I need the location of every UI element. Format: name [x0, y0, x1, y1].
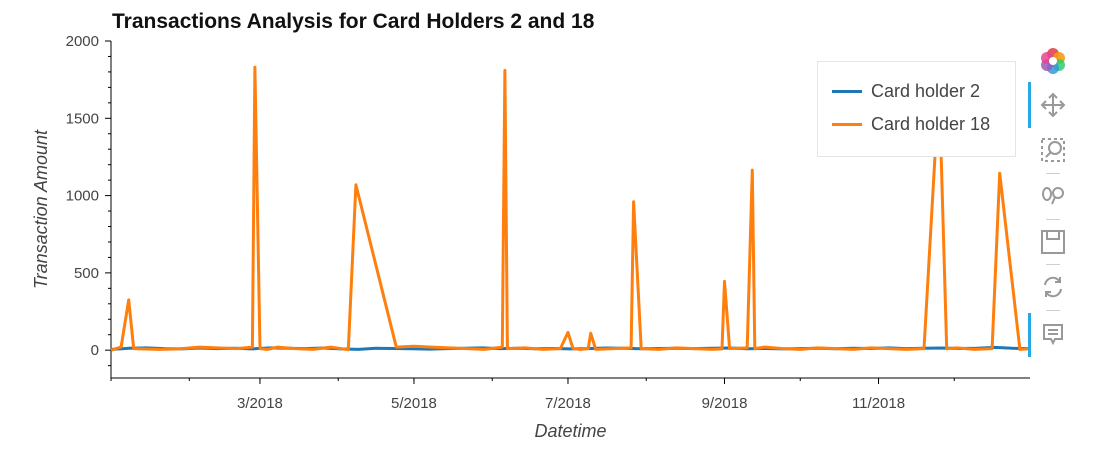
active-tool-indicator — [1028, 82, 1031, 128]
legend-item-card-holder-2[interactable]: Card holder 2 — [832, 80, 980, 102]
save-tool-icon[interactable] — [1038, 227, 1068, 257]
legend[interactable]: Card holder 2 Card holder 18 — [817, 61, 1016, 157]
active-tool-indicator — [1028, 313, 1031, 357]
legend-label: Card holder 18 — [871, 113, 991, 134]
x-axis-label: Datetime — [534, 421, 606, 441]
toolbar-separator — [1046, 310, 1060, 311]
x-tick-label: 3/2018 — [237, 395, 283, 412]
wheel-zoom-tool-icon[interactable] — [1038, 180, 1068, 210]
hover-tool-icon[interactable] — [1038, 320, 1068, 350]
x-tick-label: 5/2018 — [391, 395, 437, 412]
box-zoom-tool-icon[interactable] — [1038, 135, 1068, 165]
y-tick-label: 2000 — [66, 33, 99, 50]
series-line-card-holder-18 — [110, 65, 1031, 352]
x-tick-label: 9/2018 — [702, 395, 748, 412]
y-tick-label: 500 — [74, 265, 99, 282]
y-tick-label: 0 — [91, 342, 99, 359]
y-tick-label: 1000 — [66, 188, 99, 205]
y-tick-label: 1500 — [66, 110, 99, 127]
y-axis-label: Transaction Amount — [31, 129, 51, 289]
x-tick-label: 7/2018 — [545, 395, 591, 412]
series-layer — [110, 65, 1031, 352]
toolbar-separator — [1046, 173, 1060, 174]
legend-swatch-card-holder-2 — [832, 89, 862, 93]
reset-tool-icon[interactable] — [1038, 272, 1068, 302]
legend-label: Card holder 2 — [871, 80, 981, 101]
x-tick-label: 11/2018 — [852, 395, 905, 412]
legend-item-card-holder-18[interactable]: Card holder 18 — [832, 113, 990, 135]
chart-title: Transactions Analysis for Card Holders 2… — [112, 10, 595, 33]
toolbar-separator — [1046, 219, 1060, 220]
legend-swatch-card-holder-18 — [832, 122, 862, 126]
toolbar-separator — [1046, 264, 1060, 265]
chart-toolbar — [1028, 40, 1078, 370]
pan-tool-icon[interactable] — [1038, 90, 1068, 120]
bokeh-logo-icon[interactable] — [1038, 46, 1068, 76]
axes: 0 500 1000 1500 2000 3/2018 5/2018 7/2018 9/2018… — [31, 33, 1030, 441]
